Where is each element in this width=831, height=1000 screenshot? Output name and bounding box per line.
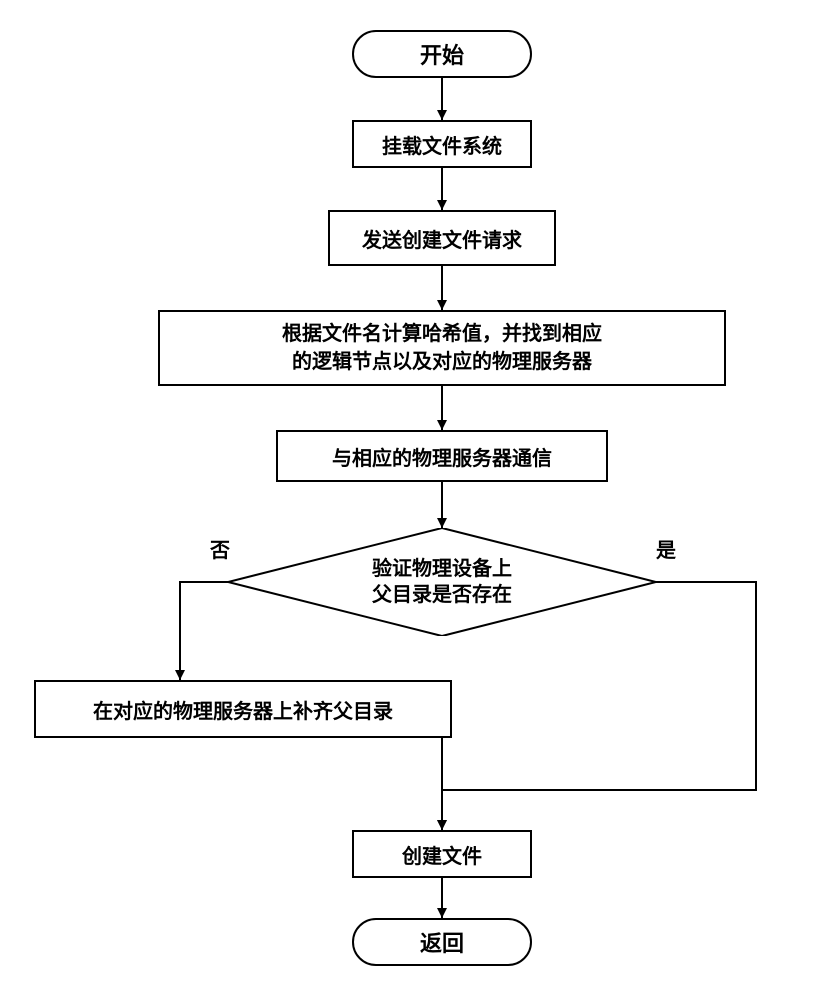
node-start: 开始 — [352, 30, 532, 78]
label-yes: 是 — [656, 534, 676, 563]
node-start-label: 开始 — [420, 38, 464, 70]
label-no: 否 — [210, 534, 230, 563]
node-send: 发送创建文件请求 — [328, 210, 556, 266]
node-decision-label: 验证物理设备上 父目录是否存在 — [372, 556, 512, 608]
node-comm: 与相应的物理服务器通信 — [276, 430, 608, 482]
node-hash: 根据文件名计算哈希值，并找到相应 的逻辑节点以及对应的物理服务器 — [158, 310, 726, 386]
node-return-label: 返回 — [420, 926, 464, 958]
flowchart-canvas: 开始 挂载文件系统 发送创建文件请求 根据文件名计算哈希值，并找到相应 的逻辑节… — [0, 0, 831, 1000]
node-mount: 挂载文件系统 — [352, 120, 532, 168]
node-hash-label: 根据文件名计算哈希值，并找到相应 的逻辑节点以及对应的物理服务器 — [282, 320, 602, 376]
node-comm-label: 与相应的物理服务器通信 — [332, 442, 552, 471]
node-mount-label: 挂载文件系统 — [382, 130, 502, 159]
node-create-label: 创建文件 — [402, 840, 482, 869]
node-mkdir: 在对应的物理服务器上补齐父目录 — [34, 680, 452, 738]
node-decision: 验证物理设备上 父目录是否存在 — [228, 528, 656, 636]
node-send-label: 发送创建文件请求 — [362, 224, 522, 253]
node-mkdir-label: 在对应的物理服务器上补齐父目录 — [93, 695, 393, 724]
node-create: 创建文件 — [352, 830, 532, 878]
node-return: 返回 — [352, 918, 532, 966]
